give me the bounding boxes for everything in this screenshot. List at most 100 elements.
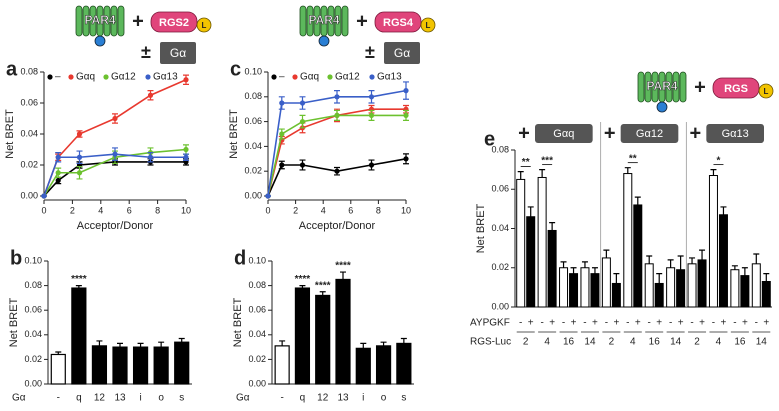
- bar: [315, 294, 331, 385]
- receptor-helix: [82, 5, 90, 37]
- panel-letter: c: [230, 58, 241, 80]
- significance: **: [522, 157, 530, 168]
- treatment-label: -: [540, 318, 543, 329]
- x-axis-label: Acceptor/Donor: [77, 220, 154, 232]
- bar: [71, 287, 87, 385]
- series-line: [43, 148, 187, 197]
- bar: [580, 267, 590, 308]
- treatment-label: -: [712, 318, 715, 329]
- receptor-helix: [75, 5, 83, 37]
- y-tick-label: 0.02: [20, 159, 38, 169]
- y-tick-label: 0.08: [20, 66, 38, 76]
- bar: [666, 267, 676, 308]
- treatment-label: -: [562, 318, 565, 329]
- data-point: [299, 100, 306, 106]
- treatment-label: -: [583, 318, 586, 329]
- receptor-helix: [89, 5, 97, 37]
- g-label: Gα: [394, 46, 410, 60]
- rgs-box: [712, 77, 760, 99]
- data-point: [334, 94, 340, 100]
- x-tick-label: 4: [630, 337, 636, 348]
- data-point: [55, 170, 61, 176]
- y-tick-label: 0.10: [244, 66, 262, 76]
- plus-sign: +: [694, 76, 706, 98]
- treatment-label: +: [678, 318, 684, 329]
- significance: *: [717, 155, 721, 166]
- bar: [590, 273, 600, 308]
- group-plus: +: [689, 122, 701, 144]
- data-point: [334, 168, 340, 174]
- y-tick-label: 0.00: [491, 301, 509, 311]
- x-tick-label: o: [158, 393, 164, 404]
- x-tick-label: 4: [98, 205, 103, 215]
- significance: **: [629, 153, 637, 164]
- group-title: Gαq: [553, 128, 574, 140]
- row-label: RGS-Luc: [470, 337, 511, 348]
- data-point: [147, 154, 154, 160]
- plus-minus: ±: [141, 42, 151, 62]
- receptor-label: PAR4: [308, 13, 339, 27]
- x-tick-label: 14: [670, 337, 682, 348]
- luc-label: L: [764, 87, 769, 96]
- y-tick-label: 0.04: [20, 128, 38, 138]
- panel-letter: a: [6, 58, 18, 80]
- x-tick-label: q: [300, 393, 306, 404]
- data-point: [41, 193, 47, 199]
- bar: [708, 175, 718, 308]
- treatment-label: +: [528, 318, 534, 329]
- panel-letter: b: [10, 247, 22, 269]
- y-axis-label: Net BRET: [228, 109, 240, 159]
- y-tick-label: 0.06: [244, 116, 262, 126]
- data-point: [299, 119, 306, 125]
- treatment-label: +: [699, 318, 705, 329]
- x-tick-label: 14: [584, 337, 596, 348]
- data-point: [403, 88, 409, 94]
- x-tick-label: 2: [293, 205, 298, 215]
- y-tick-label: 0.06: [24, 305, 42, 315]
- legend-swatch: [369, 74, 375, 80]
- bar: [91, 345, 108, 385]
- legend-swatch: [327, 74, 333, 80]
- x-tick-label: 6: [348, 205, 353, 215]
- legend-swatch: [103, 74, 109, 80]
- series-line: [267, 89, 407, 197]
- treatment-label: -: [755, 318, 758, 329]
- receptor-label: PAR4: [646, 79, 677, 93]
- treatment-label: -: [733, 318, 736, 329]
- x-tick-label: 4: [716, 337, 722, 348]
- legend-label: Gαq: [76, 72, 95, 83]
- series-line: [267, 114, 406, 197]
- bar: [740, 275, 750, 308]
- treatment-label: +: [592, 318, 598, 329]
- bar: [294, 287, 311, 385]
- legend-swatch: [271, 74, 277, 80]
- bar: [697, 259, 707, 308]
- bar: [633, 204, 643, 308]
- bar: [654, 282, 664, 308]
- y-tick-label: 0.06: [248, 305, 266, 315]
- bar: [174, 341, 190, 385]
- plus-sign: +: [132, 10, 144, 32]
- significance: ****: [71, 274, 87, 285]
- receptor-helix: [341, 5, 349, 37]
- data-point: [403, 112, 409, 118]
- receptor-helix: [313, 5, 321, 37]
- data-point: [299, 162, 306, 168]
- bar: [644, 263, 654, 308]
- series-line: [267, 158, 407, 197]
- x-tick-label: 13: [114, 393, 126, 404]
- y-axis-label: Net BRET: [232, 297, 244, 347]
- bar: [569, 273, 579, 308]
- x-tick-label: 13: [337, 393, 349, 404]
- treatment-label: -: [690, 318, 693, 329]
- rgs-box: [150, 11, 198, 33]
- x-tick-label: 2: [70, 205, 75, 215]
- receptor-helix: [651, 71, 659, 103]
- receptor-helix: [637, 71, 645, 103]
- receptor-helix: [117, 5, 125, 37]
- group-box: [706, 124, 764, 143]
- bar: [601, 257, 611, 308]
- x-tick-label: -: [57, 393, 60, 404]
- treatment-label: -: [519, 318, 522, 329]
